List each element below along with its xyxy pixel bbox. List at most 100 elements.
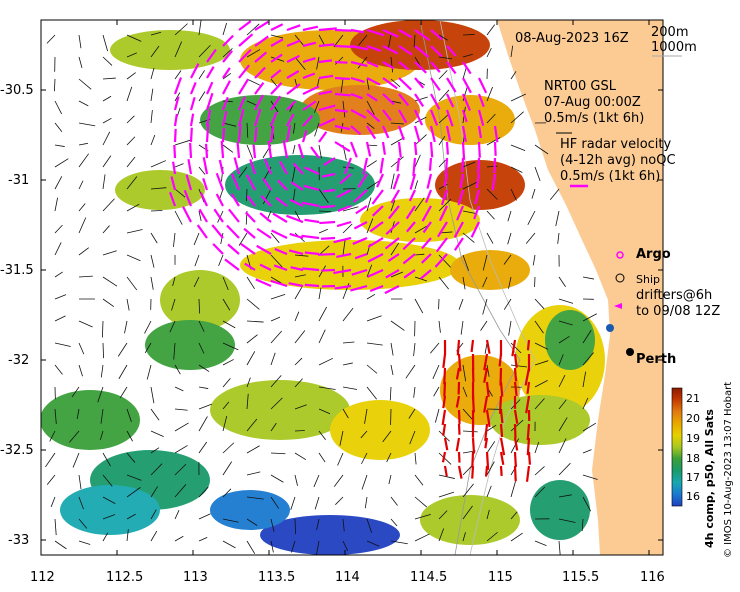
model-vector (54, 518, 57, 536)
model-vector (270, 232, 280, 244)
radar-vector (471, 465, 475, 479)
radar-vector (524, 367, 531, 386)
model-vector (54, 158, 69, 168)
model-vector (54, 408, 57, 424)
radar-vector (285, 125, 292, 143)
model-vector (246, 122, 249, 138)
radar-vector (457, 189, 465, 206)
model-vector (366, 180, 380, 190)
model-vector (390, 540, 408, 545)
radar-vector (355, 205, 368, 215)
radar-vector (397, 125, 405, 141)
model-vector (171, 298, 176, 311)
radar-vector (354, 252, 368, 260)
radar-vector (274, 247, 288, 256)
model-vector (462, 430, 478, 433)
legend-argo: Argo (636, 247, 671, 262)
model-vector (558, 417, 568, 432)
radar-vector (302, 41, 317, 48)
model-vector (198, 403, 212, 410)
model-vector (438, 136, 446, 146)
model-vector (54, 342, 71, 347)
radar-vector (462, 77, 472, 94)
radar-vector (484, 465, 489, 477)
model-vector (198, 210, 202, 222)
model-vector (534, 441, 540, 454)
model-vector (318, 228, 328, 234)
model-vector (270, 452, 286, 455)
model-vector (438, 510, 448, 520)
model-vector (294, 311, 300, 322)
model-vector (438, 491, 455, 498)
model-vector (172, 276, 176, 286)
radar-label-title: HF radar velocity (560, 137, 672, 152)
model-vector (462, 232, 475, 243)
model-vector (174, 23, 188, 36)
radar-vector (456, 205, 465, 221)
model-vector (390, 364, 394, 375)
model-vector (126, 203, 140, 212)
model-vector (462, 532, 466, 542)
radar-vector (318, 90, 333, 96)
model-vector (78, 518, 88, 529)
radar-vector (498, 353, 503, 367)
model-vector (342, 362, 353, 366)
model-vector (126, 72, 136, 80)
model-vector (342, 540, 349, 552)
model-vector (174, 163, 184, 168)
radar-vector (243, 227, 256, 239)
radar-vector (263, 158, 273, 175)
radar-vector (429, 141, 434, 158)
radar-vector (262, 177, 272, 191)
model-vector (438, 183, 448, 190)
map-frame (40, 19, 664, 556)
radar-vector (190, 63, 200, 79)
model-vector (198, 298, 200, 314)
model-vector (198, 416, 208, 432)
radar-vector (421, 253, 432, 264)
model-vector (76, 408, 80, 419)
model-vector (462, 386, 468, 398)
radar-vector (205, 92, 214, 111)
radar-vector (212, 243, 224, 255)
model-vector (438, 114, 449, 124)
radar-vector (317, 252, 336, 256)
radar-vector (471, 451, 475, 468)
model-vector (438, 474, 455, 479)
model-vector (270, 352, 276, 366)
model-vector (126, 452, 136, 463)
radar-vector (474, 189, 481, 205)
model-vector (486, 210, 495, 220)
radar-vector (302, 85, 320, 95)
model-vector (390, 342, 394, 356)
model-vector (198, 166, 206, 175)
radar-vector (224, 258, 240, 271)
model-vector (126, 408, 132, 422)
model-vector (462, 254, 469, 271)
model-vector (246, 23, 260, 36)
model-vector (150, 430, 164, 437)
x-tick-label: 115.5 (562, 570, 600, 585)
model-vector (318, 452, 326, 463)
radar-vector (270, 53, 283, 63)
radar-vector (430, 29, 443, 41)
radar-vector (430, 77, 441, 91)
model-vector (246, 418, 258, 432)
radar-vector (322, 188, 336, 193)
model-vector (558, 320, 573, 326)
model-vector (582, 474, 598, 480)
radar-vector (286, 214, 304, 224)
model-vector (462, 276, 466, 290)
radar-vector (302, 114, 314, 127)
radar-vector (443, 381, 447, 397)
argo-marker (616, 251, 624, 259)
model-vector (173, 342, 176, 360)
radar-vector (282, 140, 289, 159)
radar-vector (319, 204, 336, 209)
model-vector (318, 386, 336, 390)
colorbar-tick: 18 (686, 452, 700, 465)
model-vector (462, 34, 475, 36)
radar-vector (461, 157, 465, 173)
model-vector (438, 56, 453, 60)
radar-vector (457, 423, 461, 435)
